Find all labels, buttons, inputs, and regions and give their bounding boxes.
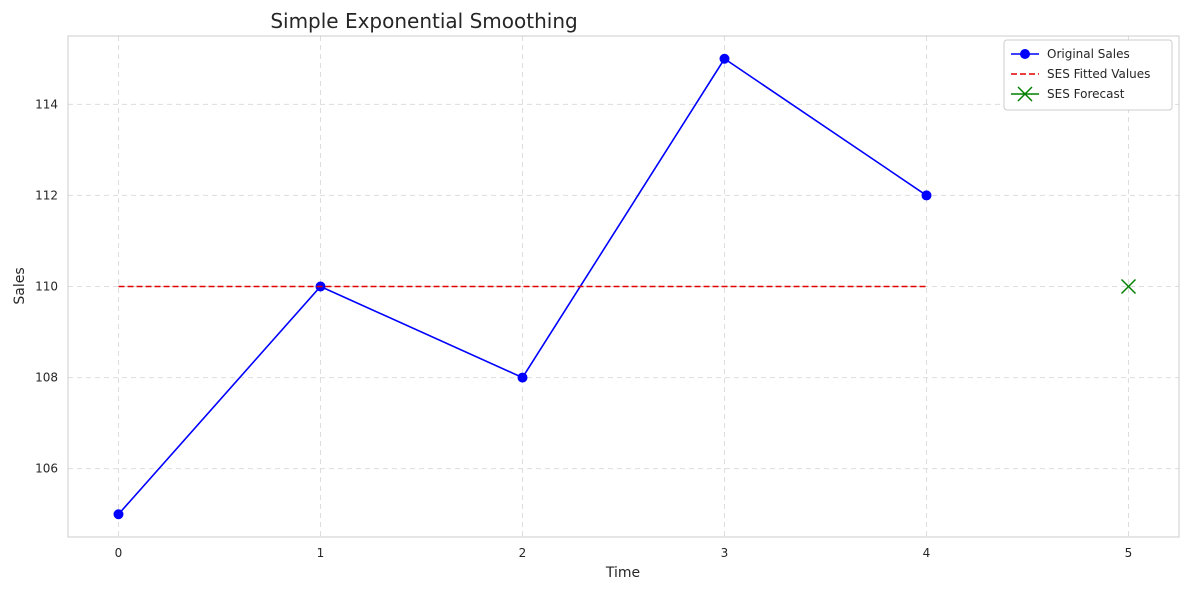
legend-entry: SES Forecast xyxy=(1011,86,1125,102)
x-tick-label: 0 xyxy=(115,546,123,560)
legend-marker xyxy=(1017,86,1033,102)
data-point-stroke xyxy=(1120,278,1137,295)
legend-items: Original Sales SES Fitted Values SES Forec… xyxy=(1011,47,1150,102)
legend-label: SES Forecast xyxy=(1047,87,1125,101)
legend-label: Original Sales xyxy=(1047,47,1130,61)
tick-layer: 0 1 2 3 4 5 106 108 110 112 114 xyxy=(35,97,1132,560)
data-point xyxy=(113,509,124,520)
data-point xyxy=(517,372,528,383)
plot-frame xyxy=(67,35,1180,538)
series-ses-forecast xyxy=(1120,278,1137,295)
y-tick-label: 112 xyxy=(35,188,58,202)
legend-entry: Original Sales xyxy=(1011,47,1130,61)
legend-marker xyxy=(1020,49,1030,59)
chart-title: Simple Exponential Smoothing xyxy=(270,9,577,33)
legend-label: SES Fitted Values xyxy=(1047,67,1150,81)
y-tick-label: 114 xyxy=(35,97,58,111)
data-point xyxy=(719,53,730,64)
y-axis-title: Sales xyxy=(12,267,28,304)
x-tick-label: 1 xyxy=(317,546,325,560)
x-tick-label: 3 xyxy=(721,546,729,560)
x-tick-label: 2 xyxy=(519,546,527,560)
legend-box xyxy=(1003,39,1173,111)
x-axis-title: Time xyxy=(605,565,640,581)
y-tick-label: 108 xyxy=(35,371,58,385)
series-original-sales xyxy=(113,53,932,520)
legend: Original Sales SES Fitted Values SES Forec… xyxy=(1003,39,1173,111)
y-tick-label: 110 xyxy=(35,280,58,294)
x-tick-label: 5 xyxy=(1125,546,1133,560)
legend-entry: SES Fitted Values xyxy=(1011,67,1150,81)
data-point xyxy=(1120,278,1137,295)
x-tick-label: 4 xyxy=(923,546,931,560)
data-point xyxy=(921,190,932,201)
legend-marker-stroke xyxy=(1017,86,1033,102)
y-tick-label: 106 xyxy=(35,462,58,476)
series-layer xyxy=(113,53,1137,520)
grid-layer xyxy=(68,36,1179,537)
